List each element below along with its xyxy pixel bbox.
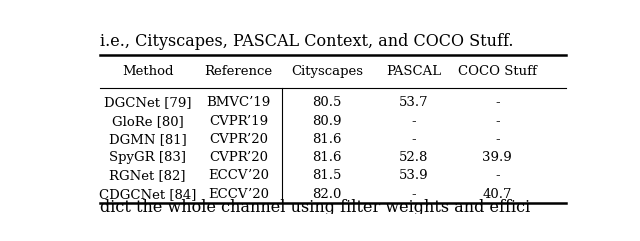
Text: CDGCNet [84]: CDGCNet [84] (99, 188, 196, 201)
Text: 40.7: 40.7 (483, 188, 512, 201)
Text: PASCAL: PASCAL (386, 65, 441, 78)
Text: ECCV’20: ECCV’20 (208, 169, 269, 182)
Text: DGMN [81]: DGMN [81] (109, 133, 186, 146)
Text: 80.5: 80.5 (312, 96, 342, 109)
Text: DGCNet [79]: DGCNet [79] (104, 96, 191, 109)
Text: 52.8: 52.8 (399, 151, 428, 164)
Text: BMVC’19: BMVC’19 (207, 96, 271, 109)
Text: CVPR’20: CVPR’20 (209, 151, 268, 164)
Text: Reference: Reference (205, 65, 273, 78)
Text: -: - (495, 133, 500, 146)
Text: dict the whole channel using filter weights and effici: dict the whole channel using filter weig… (100, 199, 530, 215)
Text: GloRe [80]: GloRe [80] (112, 115, 184, 128)
Text: COCO Stuff: COCO Stuff (458, 65, 537, 78)
Text: 39.9: 39.9 (483, 151, 512, 164)
Text: CVPR’19: CVPR’19 (209, 115, 268, 128)
Text: SpyGR [83]: SpyGR [83] (109, 151, 186, 164)
Text: CVPR’20: CVPR’20 (209, 133, 268, 146)
Text: -: - (495, 169, 500, 182)
Text: i.e., Cityscapes, PASCAL Context, and COCO Stuff.: i.e., Cityscapes, PASCAL Context, and CO… (100, 33, 513, 50)
Text: 81.5: 81.5 (312, 169, 342, 182)
Text: ECCV’20: ECCV’20 (208, 188, 269, 201)
Text: Cityscapes: Cityscapes (291, 65, 363, 78)
Text: 80.9: 80.9 (312, 115, 342, 128)
Text: -: - (411, 133, 416, 146)
Text: -: - (495, 115, 500, 128)
Text: 82.0: 82.0 (312, 188, 342, 201)
Text: -: - (411, 115, 416, 128)
Text: RGNet [82]: RGNet [82] (109, 169, 186, 182)
Text: -: - (411, 188, 416, 201)
Text: 53.7: 53.7 (399, 96, 428, 109)
Text: 81.6: 81.6 (312, 151, 342, 164)
Text: 53.9: 53.9 (399, 169, 428, 182)
Text: 81.6: 81.6 (312, 133, 342, 146)
Text: -: - (495, 96, 500, 109)
Text: Method: Method (122, 65, 173, 78)
